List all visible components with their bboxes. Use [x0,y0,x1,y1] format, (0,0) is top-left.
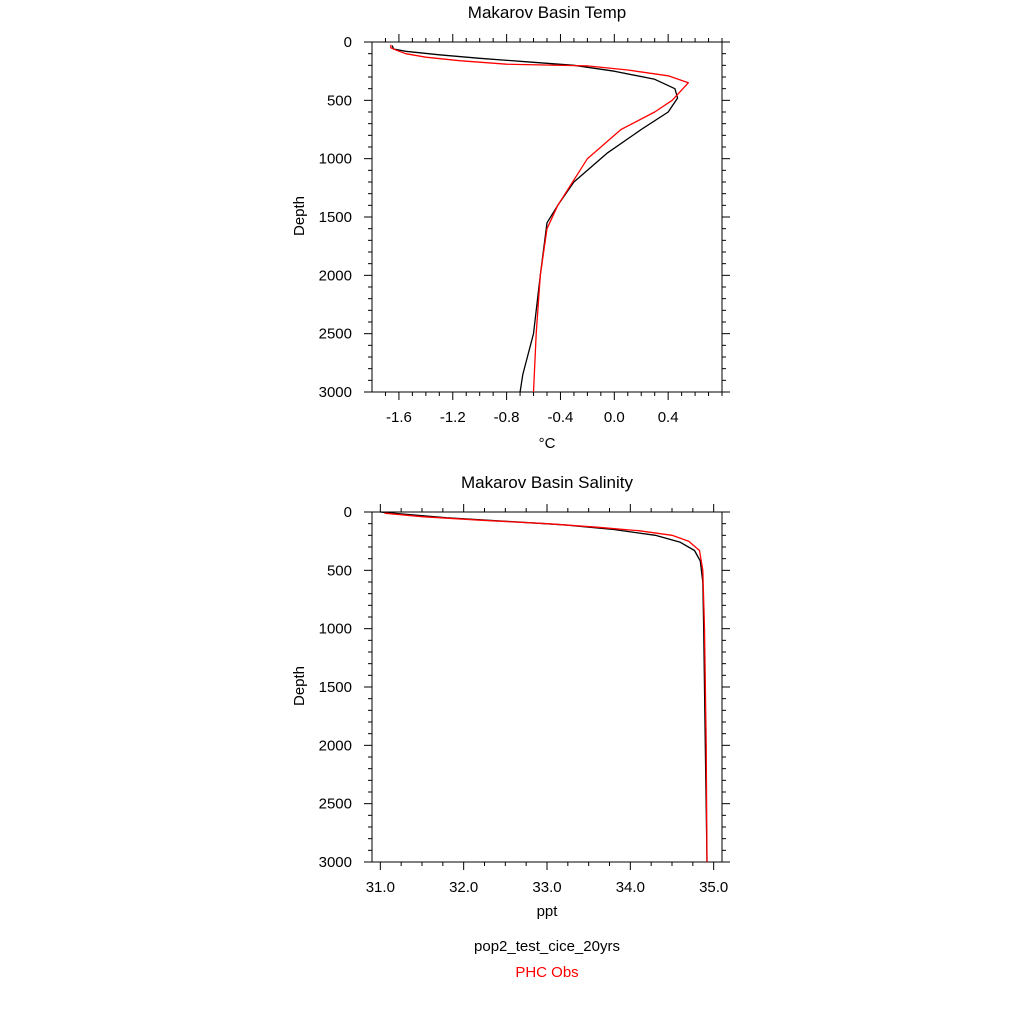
salinity-y-axis-label: Depth [291,666,308,706]
temp-panel: Makarov Basin Temp -1.6 -1.2 -0.8 -0.4 0.0 0.… [291,3,730,452]
salinity-x-tick-label: 34.0 [616,879,645,896]
temp-y-tick-label: 0 [344,34,352,51]
salinity-y-tick-label: 2500 [319,796,352,813]
temp-y-tick-label: 2000 [319,267,352,284]
salinity-x-tick-label: 35.0 [699,879,728,896]
temp-x-tick-label: -0.8 [494,409,520,426]
salinity-panel: Makarov Basin Salinity 31.0 32.0 33.0 34.0 3… [291,473,730,920]
temp-y-tick-label: 1000 [319,151,352,168]
salinity-x-tick-label: 32.0 [449,879,478,896]
temp-chart-title: Makarov Basin Temp [468,3,626,22]
legend-obs-label: PHC Obs [515,964,578,981]
temp-y-tick-label: 500 [327,92,352,109]
temp-y-tick-label: 2500 [319,326,352,343]
salinity-plot-area: 31.0 32.0 33.0 34.0 35.0 0 500 1000 1500 2000 2500… [319,504,730,896]
salinity-y-tick-label: 0 [344,504,352,521]
salinity-y-tick-label: 500 [327,562,352,579]
temp-x-tick-label: -1.6 [386,409,412,426]
salinity-y-tick-label: 2000 [319,737,352,754]
temp-x-tick-label: 0.4 [658,409,679,426]
temp-x-tick-label: -0.4 [548,409,574,426]
salinity-chart-title: Makarov Basin Salinity [461,473,633,492]
salinity-model-line [380,511,708,863]
salinity-y-tick-label: 3000 [319,854,352,871]
temp-y-axis-label: Depth [291,196,308,236]
temp-y-tick-label: 1500 [319,209,352,226]
temp-x-axis-label: °C [539,435,556,452]
salinity-x-axis-label: ppt [537,903,559,920]
temp-plot-frame [371,41,723,393]
temp-y-tick-label: 3000 [319,384,352,401]
temp-model-line [391,45,679,393]
legend-model-label: pop2_test_cice_20yrs [474,938,620,955]
temp-x-tick-label: -1.2 [440,409,466,426]
temp-obs-line [390,44,689,393]
salinity-plot-frame [371,511,723,863]
temp-x-tick-label: 0.0 [604,409,625,426]
temp-plot-area: -1.6 -1.2 -0.8 -0.4 0.0 0.4 0 500 1000 1500 2000 25… [319,34,730,426]
salinity-y-tick-label: 1000 [319,621,352,638]
legend: pop2_test_cice_20yrs PHC Obs [474,938,620,981]
salinity-y-tick-label: 1500 [319,679,352,696]
salinity-obs-line [384,512,708,863]
salinity-x-tick-label: 33.0 [532,879,561,896]
salinity-x-tick-label: 31.0 [366,879,395,896]
